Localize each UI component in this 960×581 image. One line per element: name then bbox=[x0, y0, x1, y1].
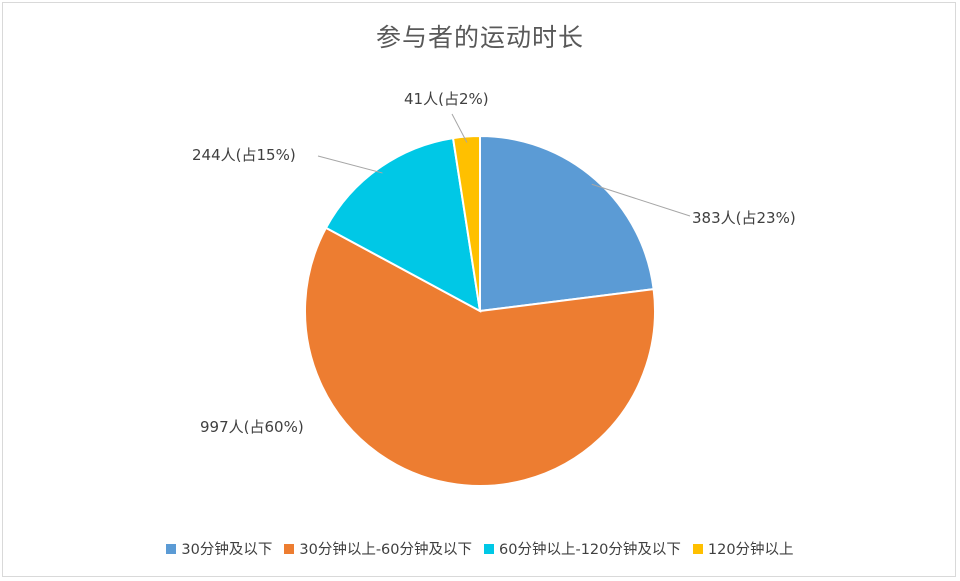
data-label-4: 41人(占2%) bbox=[404, 90, 489, 108]
label-leaders bbox=[317, 113, 691, 217]
legend-label: 60分钟以上-120分钟及以下 bbox=[499, 542, 681, 558]
legend: 30分钟及以下 30分钟以上-60分钟及以下 60分钟以上-120分钟及以下 1… bbox=[0, 538, 960, 559]
legend-item-2: 30分钟以上-60分钟及以下 bbox=[284, 538, 472, 559]
data-label-3: 244人(占15%) bbox=[192, 146, 296, 164]
legend-swatch bbox=[166, 543, 177, 554]
legend-swatch bbox=[484, 543, 495, 554]
data-label-1: 383人(占23%) bbox=[692, 209, 796, 227]
pie-slice-4 bbox=[451, 134, 481, 312]
pie-slice-2 bbox=[304, 226, 656, 487]
chart-title: 参与者的运动时长 bbox=[375, 23, 584, 52]
data-labels: 383人(占23%) 997人(占60%) 244人(占15%) 41人(占2%) bbox=[192, 90, 796, 436]
leader-line-1 bbox=[591, 183, 691, 217]
pie-slice-3 bbox=[324, 136, 482, 313]
leader-line-4 bbox=[451, 113, 468, 143]
legend-item-1: 30分钟及以下 bbox=[166, 538, 272, 559]
pie-slices bbox=[304, 134, 656, 487]
legend-item-3: 60分钟以上-120分钟及以下 bbox=[484, 538, 681, 559]
leader-line-3 bbox=[317, 155, 383, 174]
legend-label: 120分钟以上 bbox=[707, 542, 794, 558]
legend-swatch bbox=[692, 543, 703, 554]
data-label-2: 997人(占60%) bbox=[200, 418, 304, 436]
legend-label: 30分钟及以下 bbox=[181, 542, 273, 558]
legend-item-4: 120分钟以上 bbox=[692, 538, 794, 559]
legend-swatch bbox=[284, 543, 295, 554]
pie-slice-1 bbox=[479, 134, 655, 313]
legend-label: 30分钟以上-60分钟及以下 bbox=[299, 542, 473, 558]
